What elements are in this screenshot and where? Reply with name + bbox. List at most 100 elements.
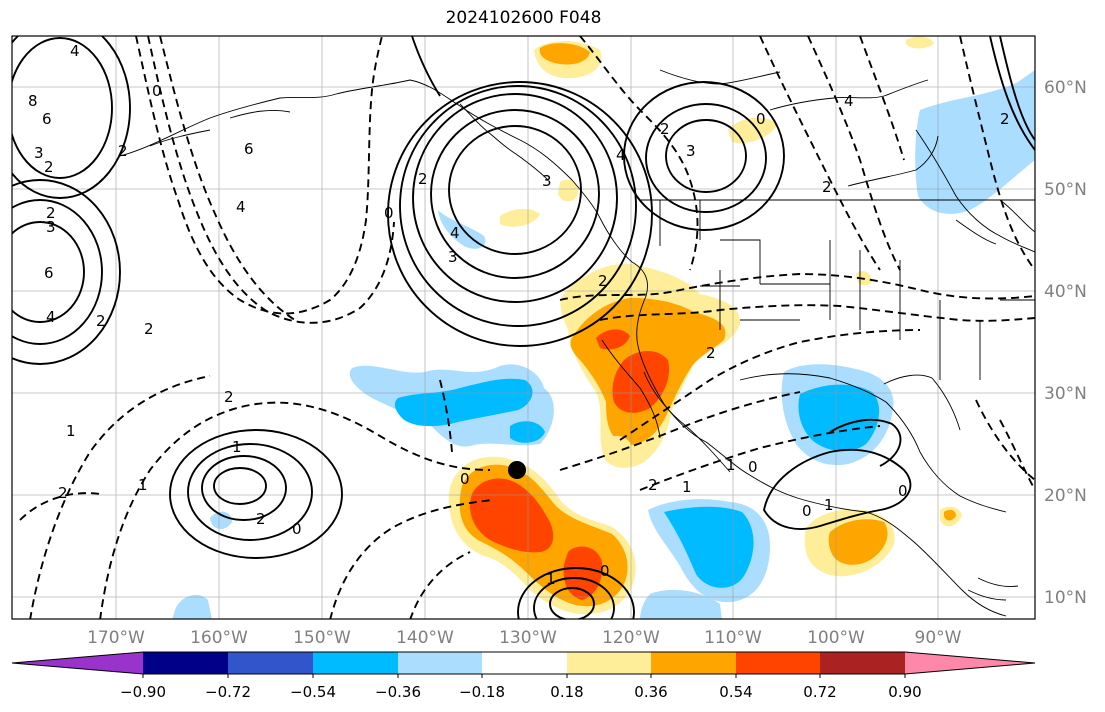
contour-label: 2 (598, 272, 608, 290)
colorbar-segment (313, 652, 398, 674)
lat-label: 10°N (1044, 588, 1087, 608)
contour-label: 2 (44, 158, 54, 176)
lat-label: 60°N (1044, 78, 1087, 98)
shade-negative-strong (510, 421, 545, 443)
contour-label: 4 (450, 224, 460, 242)
colorbar-segment (482, 652, 567, 674)
lon-label: 150°W (293, 628, 351, 648)
lon-label: 100°W (807, 628, 865, 648)
contour-label: 2 (418, 170, 428, 188)
shade-positive-strong (612, 350, 670, 413)
shade-positive-strong (470, 478, 554, 553)
shade-negative (915, 70, 1035, 214)
contour-label: 4 (616, 146, 626, 164)
longitude-labels: 170°W 160°W 150°W 140°W 130°W 120°W 110°… (87, 628, 962, 648)
contour-label: 2 (46, 204, 56, 222)
contour-label: 4 (46, 308, 56, 326)
colorbar-tick-label: −0.36 (375, 683, 421, 701)
contour-label: 6 (42, 110, 52, 128)
contour-label: 3 (542, 172, 552, 190)
colorbar-tick-label: −0.18 (459, 683, 505, 701)
contour-label: 0 (384, 204, 394, 222)
contour-label: 2 (144, 320, 154, 338)
contour-label: 2 (706, 344, 716, 362)
shade-negative (210, 511, 232, 530)
contour-label: 6 (44, 264, 54, 282)
lat-label: 50°N (1044, 180, 1087, 200)
shade-negative-strong (394, 378, 533, 427)
colorbar-tick-label: −0.54 (290, 683, 336, 701)
contour-label: 0 (802, 502, 812, 520)
lon-label: 140°W (396, 628, 454, 648)
colorbar-tick-label: 0.18 (550, 683, 583, 701)
colorbar-segment (143, 652, 228, 674)
shade-positive (500, 208, 540, 227)
contour-label: 1 (726, 456, 736, 474)
contour-label: 2 (1000, 110, 1010, 128)
lon-label: 110°W (704, 628, 762, 648)
map-frame (11, 35, 1036, 620)
colorbar-segment (820, 652, 905, 674)
contour-label: 1 (682, 478, 692, 496)
map-title: 2024102600 F048 (445, 8, 602, 28)
lon-label: 170°W (87, 628, 145, 648)
lon-label: 130°W (499, 628, 557, 648)
colorbar-segment (736, 652, 820, 674)
shade-positive (906, 36, 934, 49)
contour-label: 3 (686, 142, 696, 160)
colorbar-tick-label: −0.72 (205, 683, 251, 701)
contour-label: 2 (224, 388, 234, 406)
colorbar-segment (398, 652, 482, 674)
contour-label: 1 (232, 438, 242, 456)
colorbar-extend-min (12, 652, 143, 674)
contour-label: 6 (244, 140, 254, 158)
contour-label-layer: 4 8 6 3 2 2 3 6 4 2 2 6 4 2 0 2 1 2 1 1 … (28, 42, 1010, 588)
lat-label: 20°N (1044, 486, 1087, 506)
shade-positive (558, 179, 579, 202)
contour-label: 4 (236, 198, 246, 216)
shade-positive-strong (563, 546, 603, 600)
contour-label: 0 (460, 470, 470, 488)
contour-label: 1 (138, 476, 148, 494)
lon-label: 90°W (915, 628, 962, 648)
contour-label: 2 (660, 120, 670, 138)
shade-negative (172, 595, 212, 619)
storm-center-marker (508, 461, 526, 479)
contour-label: 3 (448, 248, 458, 266)
contour-label: 4 (844, 92, 854, 110)
shade-negative-strong (664, 506, 754, 588)
lat-label: 30°N (1044, 384, 1087, 404)
latitude-labels: 60°N 50°N 40°N 30°N 20°N 10°N (1044, 78, 1087, 608)
contour-label: 2 (822, 178, 832, 196)
colorbar-segment (228, 652, 313, 674)
contour-label: 1 (546, 570, 556, 588)
colorbar-tick-label: 0.54 (719, 683, 752, 701)
shade-positive-strong (539, 43, 590, 65)
colorbar-segment (567, 652, 651, 674)
contour-label: 2 (648, 476, 658, 494)
contour-label: 2 (256, 510, 266, 528)
contour-label: 2 (118, 142, 128, 160)
shade-positive-strong (828, 519, 888, 565)
contour-label: 0 (152, 82, 162, 100)
contour-label: 0 (756, 110, 766, 128)
contour-label: 2 (96, 312, 106, 330)
contour-label: 0 (898, 482, 908, 500)
lon-label: 160°W (190, 628, 248, 648)
colorbar: −0.90 −0.72 −0.54 −0.36 −0.18 0.18 0.36 … (11, 651, 1036, 701)
colorbar-tick-label: 0.72 (803, 683, 836, 701)
contour-label: 3 (34, 144, 44, 162)
colorbar-tick-label: 0.36 (634, 683, 667, 701)
colorbar-extend-max (905, 652, 1035, 674)
shade-positive-strong (944, 509, 956, 521)
contour-label: 0 (600, 562, 610, 580)
contour-lines (12, 36, 1035, 619)
contour-label: 0 (748, 458, 758, 476)
contour-label: 8 (28, 92, 38, 110)
lat-label: 40°N (1044, 282, 1087, 302)
colorbar-tick-label: −0.90 (120, 683, 166, 701)
contour-label: 4 (70, 42, 80, 60)
contour-label: 3 (46, 218, 56, 236)
colorbar-segment (651, 652, 736, 674)
